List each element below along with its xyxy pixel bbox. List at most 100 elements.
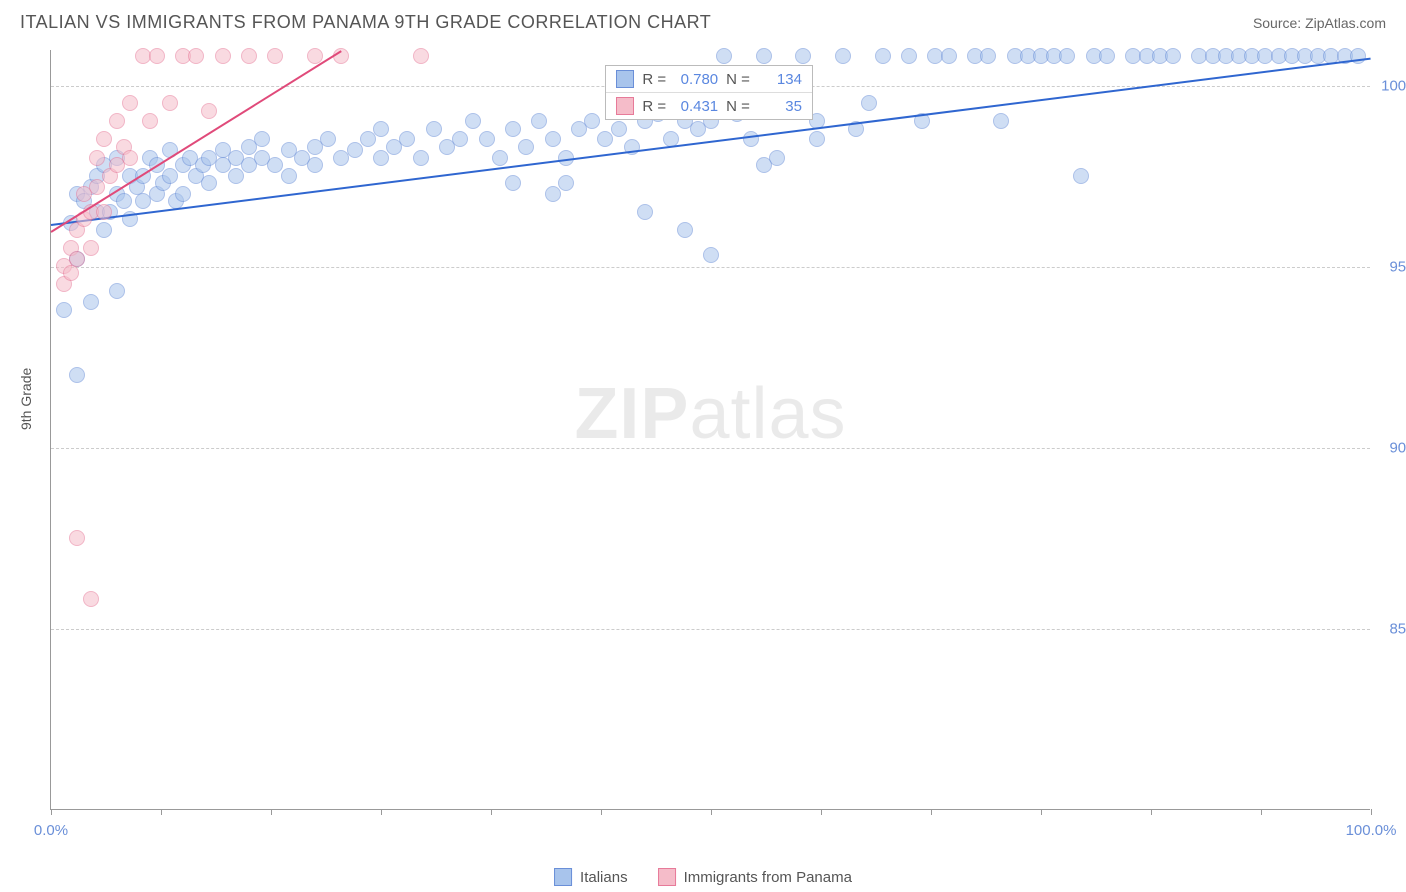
data-point	[452, 131, 468, 147]
data-point	[320, 131, 336, 147]
data-point	[162, 168, 178, 184]
data-point	[83, 294, 99, 310]
source-attribution: Source: ZipAtlas.com	[1253, 15, 1386, 31]
y-tick-label: 95.0%	[1389, 259, 1406, 276]
data-point	[162, 95, 178, 111]
x-tick	[821, 809, 822, 815]
data-point	[96, 204, 112, 220]
gridline	[51, 267, 1370, 268]
data-point	[1099, 48, 1115, 64]
data-point	[1165, 48, 1181, 64]
stat-r-value: 0.780	[674, 71, 718, 88]
x-tick	[1371, 809, 1372, 815]
x-tick	[161, 809, 162, 815]
data-point	[254, 131, 270, 147]
chart-plot-area: ZIPatlas 85.0%90.0%95.0%100.0%0.0%100.0%…	[50, 50, 1370, 810]
x-tick-label: 0.0%	[34, 822, 68, 839]
watermark: ZIPatlas	[574, 373, 846, 455]
data-point	[63, 265, 79, 281]
data-point	[116, 193, 132, 209]
data-point	[83, 591, 99, 607]
data-point	[492, 150, 508, 166]
data-point	[307, 157, 323, 173]
x-tick	[271, 809, 272, 815]
data-point	[89, 150, 105, 166]
data-point	[584, 113, 600, 129]
data-point	[69, 530, 85, 546]
x-tick	[1261, 809, 1262, 815]
data-point	[122, 95, 138, 111]
data-point	[1073, 168, 1089, 184]
legend-swatch	[658, 868, 676, 886]
data-point	[56, 302, 72, 318]
data-point	[795, 48, 811, 64]
data-point	[69, 367, 85, 383]
data-point	[399, 131, 415, 147]
chart-title: ITALIAN VS IMMIGRANTS FROM PANAMA 9TH GR…	[20, 12, 711, 33]
data-point	[465, 113, 481, 129]
data-point	[875, 48, 891, 64]
data-point	[993, 113, 1009, 129]
series-swatch	[616, 70, 634, 88]
stats-row: R = 0.431 N = 35	[606, 93, 812, 119]
data-point	[83, 240, 99, 256]
x-tick	[491, 809, 492, 815]
data-point	[267, 48, 283, 64]
data-point	[373, 150, 389, 166]
stat-n-value: 35	[758, 98, 802, 115]
stat-n-label: N =	[726, 98, 750, 115]
stat-r-label: R =	[642, 98, 666, 115]
data-point	[96, 131, 112, 147]
series-swatch	[616, 97, 634, 115]
data-point	[413, 150, 429, 166]
data-point	[109, 113, 125, 129]
data-point	[505, 175, 521, 191]
data-point	[597, 131, 613, 147]
data-point	[175, 186, 191, 202]
gridline	[51, 448, 1370, 449]
x-tick	[711, 809, 712, 815]
data-point	[228, 168, 244, 184]
data-point	[241, 48, 257, 64]
legend-label: Italians	[580, 869, 628, 886]
data-point	[1059, 48, 1075, 64]
legend-item: Italians	[554, 868, 628, 886]
data-point	[611, 121, 627, 137]
data-point	[215, 48, 231, 64]
x-tick	[931, 809, 932, 815]
data-point	[703, 247, 719, 263]
data-point	[558, 175, 574, 191]
x-tick	[1041, 809, 1042, 815]
stat-n-value: 134	[758, 71, 802, 88]
x-tick	[51, 809, 52, 815]
data-point	[109, 283, 125, 299]
data-point	[835, 48, 851, 64]
data-point	[89, 179, 105, 195]
y-tick-label: 90.0%	[1389, 440, 1406, 457]
data-point	[149, 48, 165, 64]
data-point	[637, 204, 653, 220]
y-axis-label: 9th Grade	[18, 368, 34, 430]
data-point	[122, 150, 138, 166]
data-point	[677, 222, 693, 238]
data-point	[809, 131, 825, 147]
data-point	[188, 48, 204, 64]
x-tick	[601, 809, 602, 815]
data-point	[96, 222, 112, 238]
data-point	[756, 157, 772, 173]
data-point	[545, 186, 561, 202]
y-tick-label: 100.0%	[1381, 78, 1406, 95]
stats-row: R =0.780N =134	[606, 66, 812, 93]
data-point	[545, 131, 561, 147]
data-point	[426, 121, 442, 137]
data-point	[861, 95, 877, 111]
y-tick-label: 85.0%	[1389, 621, 1406, 638]
data-point	[142, 113, 158, 129]
legend: ItaliansImmigrants from Panama	[554, 868, 852, 886]
data-point	[531, 113, 547, 129]
stat-r-value: 0.431	[674, 98, 718, 115]
data-point	[201, 175, 217, 191]
stat-r-label: R =	[642, 71, 666, 88]
data-point	[901, 48, 917, 64]
gridline	[51, 629, 1370, 630]
